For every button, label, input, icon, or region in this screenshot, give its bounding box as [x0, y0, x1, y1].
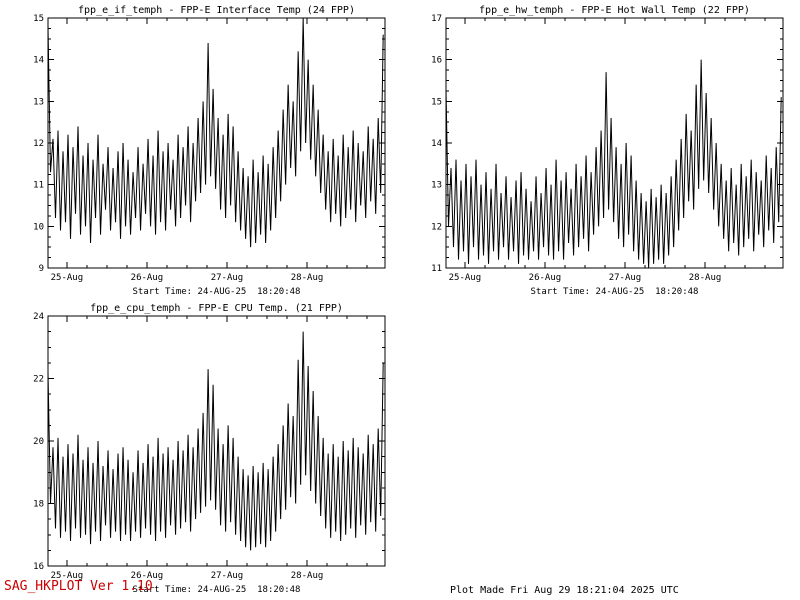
x-tick-label: 28-Aug	[291, 571, 324, 581]
y-tick-label: 9	[39, 264, 44, 274]
y-tick-label: 16	[431, 56, 442, 66]
chart-panel-hot-wall-temp: fpp_e_hw_temph - FPP-E Hot Wall Temp (22…	[404, 2, 796, 298]
y-tick-label: 14	[33, 56, 44, 66]
y-tick-label: 13	[431, 181, 442, 191]
chart-canvas-hot-wall-temp: fpp_e_hw_temph - FPP-E Hot Wall Temp (22…	[431, 5, 784, 297]
x-tick-label: 27-Aug	[211, 571, 244, 581]
chart-panel-interface-temp: fpp_e_if_temph - FPP-E Interface Temp (2…	[6, 2, 398, 298]
chart-canvas-cpu-temp: fpp_e_cpu_temph - FPP-E CPU Temp. (21 FP…	[33, 303, 386, 595]
x-tick-label: 27-Aug	[211, 273, 244, 283]
plot-box	[445, 17, 784, 269]
plot-box	[47, 315, 386, 567]
plot-made-timestamp: Plot Made Fri Aug 29 18:21:04 2025 UTC	[450, 585, 679, 596]
y-tick-label: 10	[33, 222, 44, 232]
x-tick-label: 28-Aug	[689, 273, 722, 283]
app-version-label: SAG_HKPLOT Ver 1.10	[4, 579, 153, 594]
y-tick-label: 20	[33, 437, 44, 447]
x-tick-label: 25-Aug	[51, 571, 84, 581]
y-tick-label: 12	[33, 139, 44, 149]
series-line	[445, 59, 782, 269]
start-time-label: Start Time: 24-AUG-25 18:20:48	[133, 585, 301, 595]
y-tick-label: 13	[33, 97, 44, 107]
x-tick-label: 25-Aug	[449, 273, 482, 283]
start-time-label: Start Time: 24-AUG-25 18:20:48	[531, 287, 699, 297]
y-tick-label: 12	[431, 222, 442, 232]
series-line	[47, 331, 384, 551]
series-line	[47, 17, 384, 248]
chart-title: fpp_e_cpu_temph - FPP-E CPU Temp. (21 FP…	[90, 303, 343, 314]
y-tick-label: 11	[33, 181, 44, 191]
chart-title: fpp_e_hw_temph - FPP-E Hot Wall Temp (22…	[479, 5, 750, 16]
y-tick-label: 11	[431, 264, 442, 274]
y-tick-label: 15	[33, 14, 44, 24]
y-tick-label: 15	[431, 97, 442, 107]
start-time-label: Start Time: 24-AUG-25 18:20:48	[133, 287, 301, 297]
x-tick-label: 25-Aug	[51, 273, 84, 283]
x-tick-label: 26-Aug	[131, 571, 164, 581]
y-tick-label: 14	[431, 139, 442, 149]
y-tick-label: 24	[33, 312, 44, 322]
y-tick-label: 17	[431, 14, 442, 24]
x-tick-label: 28-Aug	[291, 273, 324, 283]
x-tick-label: 27-Aug	[609, 273, 642, 283]
y-tick-label: 16	[33, 562, 44, 572]
chart-panel-cpu-temp: fpp_e_cpu_temph - FPP-E CPU Temp. (21 FP…	[6, 300, 398, 596]
chart-title: fpp_e_if_temph - FPP-E Interface Temp (2…	[78, 5, 355, 16]
y-tick-label: 22	[33, 375, 44, 385]
x-tick-label: 26-Aug	[131, 273, 164, 283]
y-tick-label: 18	[33, 500, 44, 510]
x-tick-label: 26-Aug	[529, 273, 562, 283]
chart-canvas-interface-temp: fpp_e_if_temph - FPP-E Interface Temp (2…	[33, 5, 386, 297]
